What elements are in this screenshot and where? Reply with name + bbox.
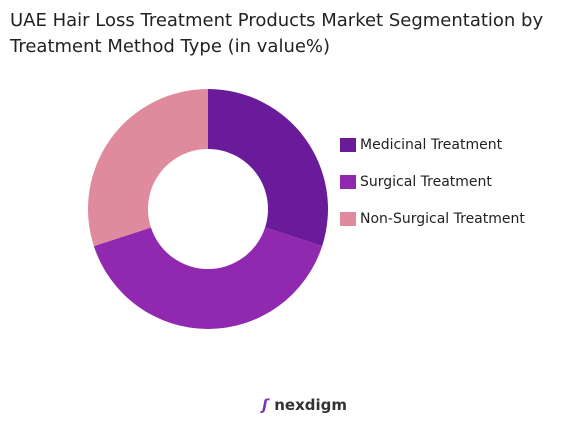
donut-slice	[87, 89, 208, 247]
logo-icon: ʃ	[262, 396, 269, 414]
donut-slice	[208, 89, 328, 247]
chart-title: UAE Hair Loss Treatment Products Market …	[10, 10, 544, 57]
legend-swatch	[340, 138, 356, 152]
legend-swatch	[340, 212, 356, 226]
logo: ʃ nexdigm	[262, 396, 347, 414]
legend-label: Medicinal Treatment	[360, 137, 503, 153]
logo-text: nexdigm	[274, 396, 348, 414]
legend-label: Non-Surgical Treatment	[360, 211, 525, 227]
donut-slice	[93, 227, 323, 329]
legend-label: Surgical Treatment	[360, 174, 492, 190]
legend-swatch	[340, 175, 356, 189]
